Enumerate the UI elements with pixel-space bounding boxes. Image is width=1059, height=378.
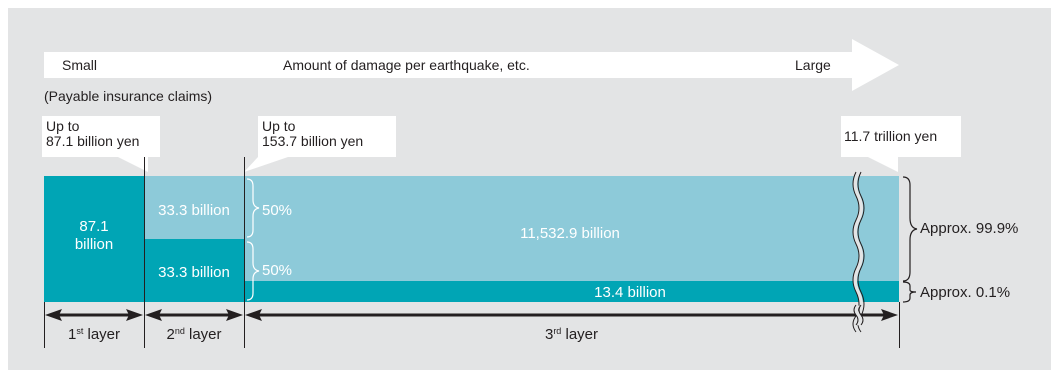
brace-lower [902,281,917,303]
callout-second-pointer [244,157,288,172]
layer-first-sup: st [76,326,84,336]
callout-second-layer: Up to 153.7 billion yen [258,116,396,157]
arrow-center-label: Amount of damage per earthquake, etc. [283,57,530,73]
callout-first-line2: 87.1 billion yen [46,133,140,149]
layer-label-second: 2nd layer [144,326,244,343]
layer2-top-value: 33.3 billion [158,202,230,219]
brace-small-top [246,178,260,238]
layer3-main-value: 11,532.9 billion [520,225,620,242]
layer-third-num: 3 [544,326,554,343]
pct-bottom-value: 50% [262,262,293,279]
layer3-bottom-value: 13.4 billion [594,284,666,301]
bracket-upper-label: Approx. 99.9% [920,220,1019,237]
layer1-value-line1: 87.1 [79,218,109,235]
layer1-block [44,176,144,302]
layer2-bottom-value: 33.3 billion [158,264,230,281]
layer1-value: 87.1 billion [44,218,144,254]
layer1-value-line2: billion [74,236,114,253]
layer-third-word: layer [561,326,599,343]
layer-first-word: layer [83,326,121,343]
layer3-bottom-block [244,281,899,302]
layer2-bottom-block [144,239,244,302]
layer-label-first: 1st layer [44,326,144,343]
callout-second-line1: Up to [262,118,296,134]
brace-small-bottom [246,241,260,301]
layer2-top-block [144,176,244,239]
subtitle: (Payable insurance claims) [44,88,213,104]
callout-first-pointer [118,157,148,172]
pct-top-value: 50% [262,202,293,219]
brace-upper [902,176,918,282]
callout-total: 11.7 trillion yen [841,116,961,157]
callout-first-layer: Up to 87.1 billion yen [42,116,160,157]
layer-label-third: 3rd layer [244,326,899,343]
callout-total-pointer [868,157,898,172]
layer-first-num: 1 [67,326,77,343]
callout-total-text: 11.7 trillion yen [844,128,938,144]
arrow-small-label: Small [62,57,98,73]
arrow-large-label: Large [795,57,831,73]
layer-arrows [45,309,898,321]
callout-first-line1: Up to [46,118,80,134]
layer3-main-block [244,176,899,281]
layer-second-word: layer [184,326,222,343]
layer-second-sup: nd [174,326,185,336]
layer-third-sup: rd [553,326,562,336]
bracket-lower-label: Approx. 0.1% [920,284,1011,301]
layer-second-num: 2 [166,326,175,343]
callout-second-line2: 153.7 billion yen [262,133,364,149]
